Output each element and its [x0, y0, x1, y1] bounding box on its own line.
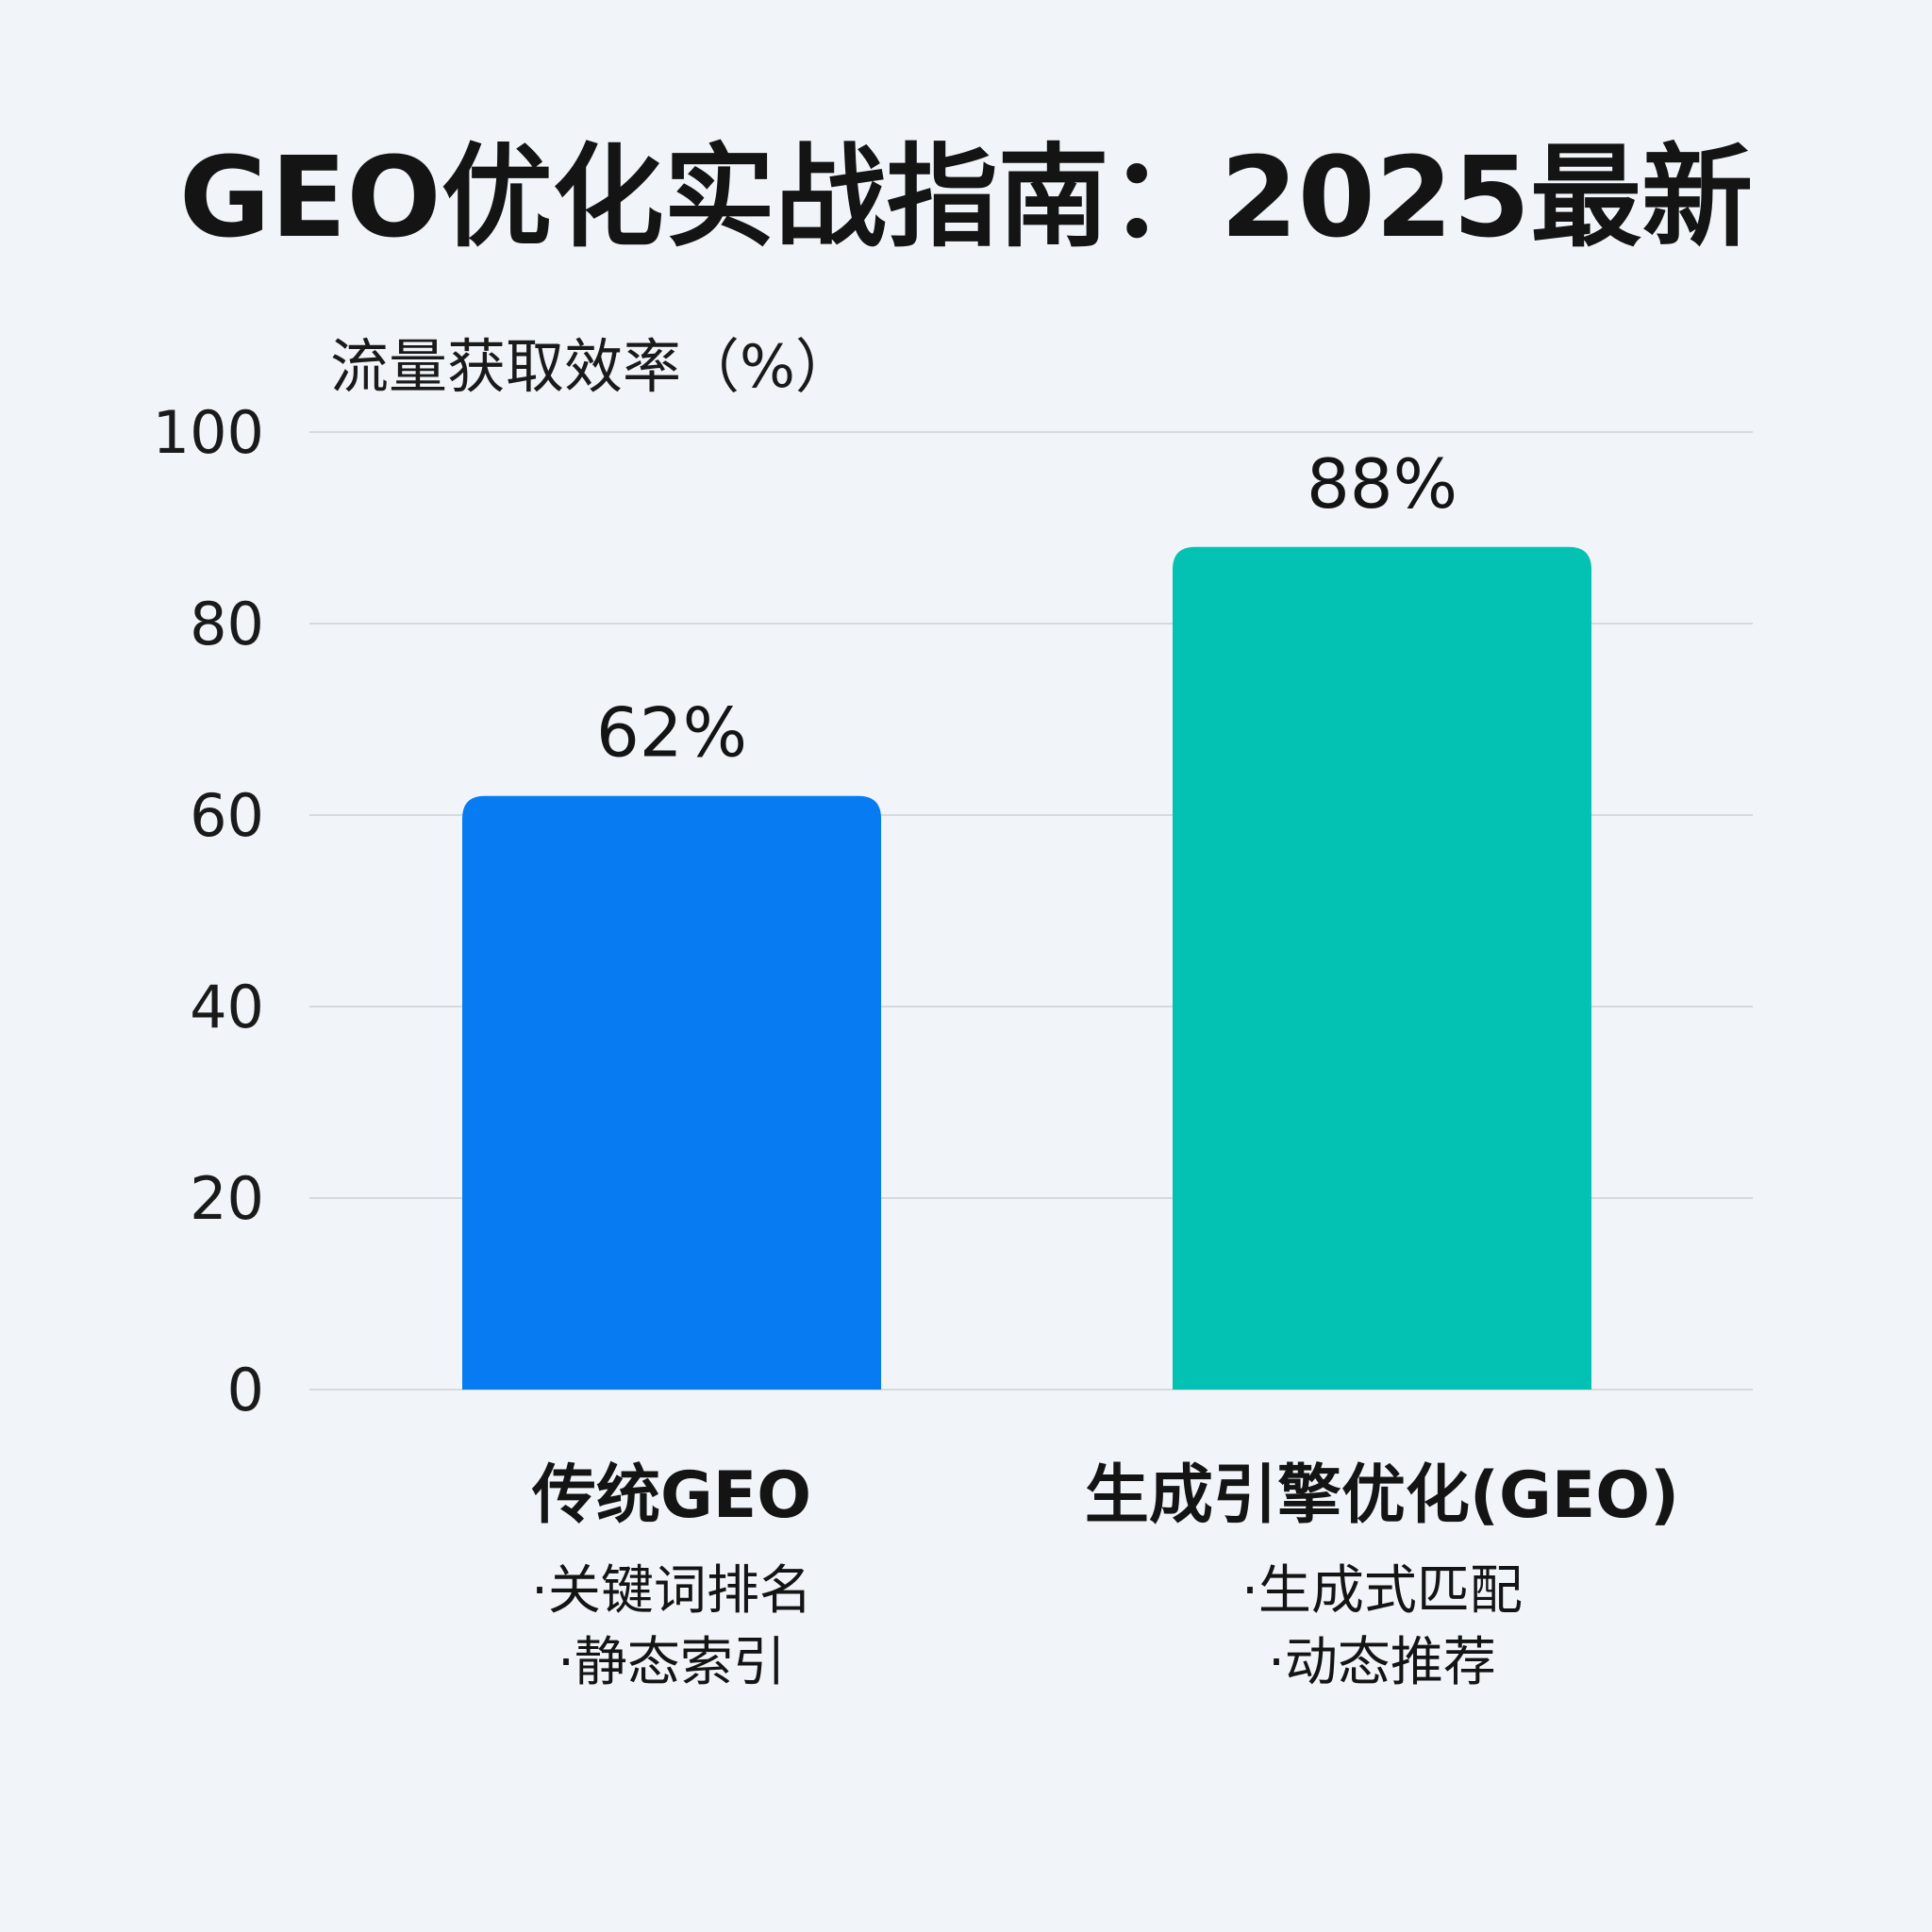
bar-1: [1173, 546, 1591, 1390]
y-tick-label-60: 60: [190, 781, 264, 850]
value-label-1: 88%: [1307, 444, 1457, 524]
category-bullet-1-1: ·动态推荐: [1268, 1632, 1496, 1693]
y-tick-label-20: 20: [190, 1164, 264, 1233]
y-tick-label-80: 80: [190, 590, 264, 658]
y-axis-label: 流量获取效率（%）: [330, 332, 854, 401]
bars: [462, 546, 1591, 1390]
bar-0: [462, 795, 881, 1390]
category-label-1: 生成引擎优化(GEO): [1085, 1458, 1679, 1533]
category-bullet-1-0: ·生成式匹配: [1241, 1560, 1523, 1622]
category-labels: 传统GEO ·关键词排名 ·静态索引 生成引擎优化(GEO) ·生成式匹配 ·动态推荐: [531, 1458, 1679, 1693]
value-labels: 62% 88%: [596, 444, 1457, 773]
category-bullet-0-0: ·关键词排名: [531, 1560, 812, 1622]
y-axis-ticks: 0 20 40 60 80 100: [153, 398, 264, 1424]
y-tick-label-0: 0: [227, 1356, 264, 1424]
category-label-0: 传统GEO: [531, 1458, 811, 1533]
value-label-0: 62%: [596, 693, 747, 773]
y-tick-label-100: 100: [153, 398, 264, 467]
category-bullet-0-1: ·静态索引: [558, 1632, 786, 1693]
y-tick-label-40: 40: [190, 973, 264, 1041]
chart-title: GEO优化实战指南：2025最新: [179, 132, 1753, 262]
